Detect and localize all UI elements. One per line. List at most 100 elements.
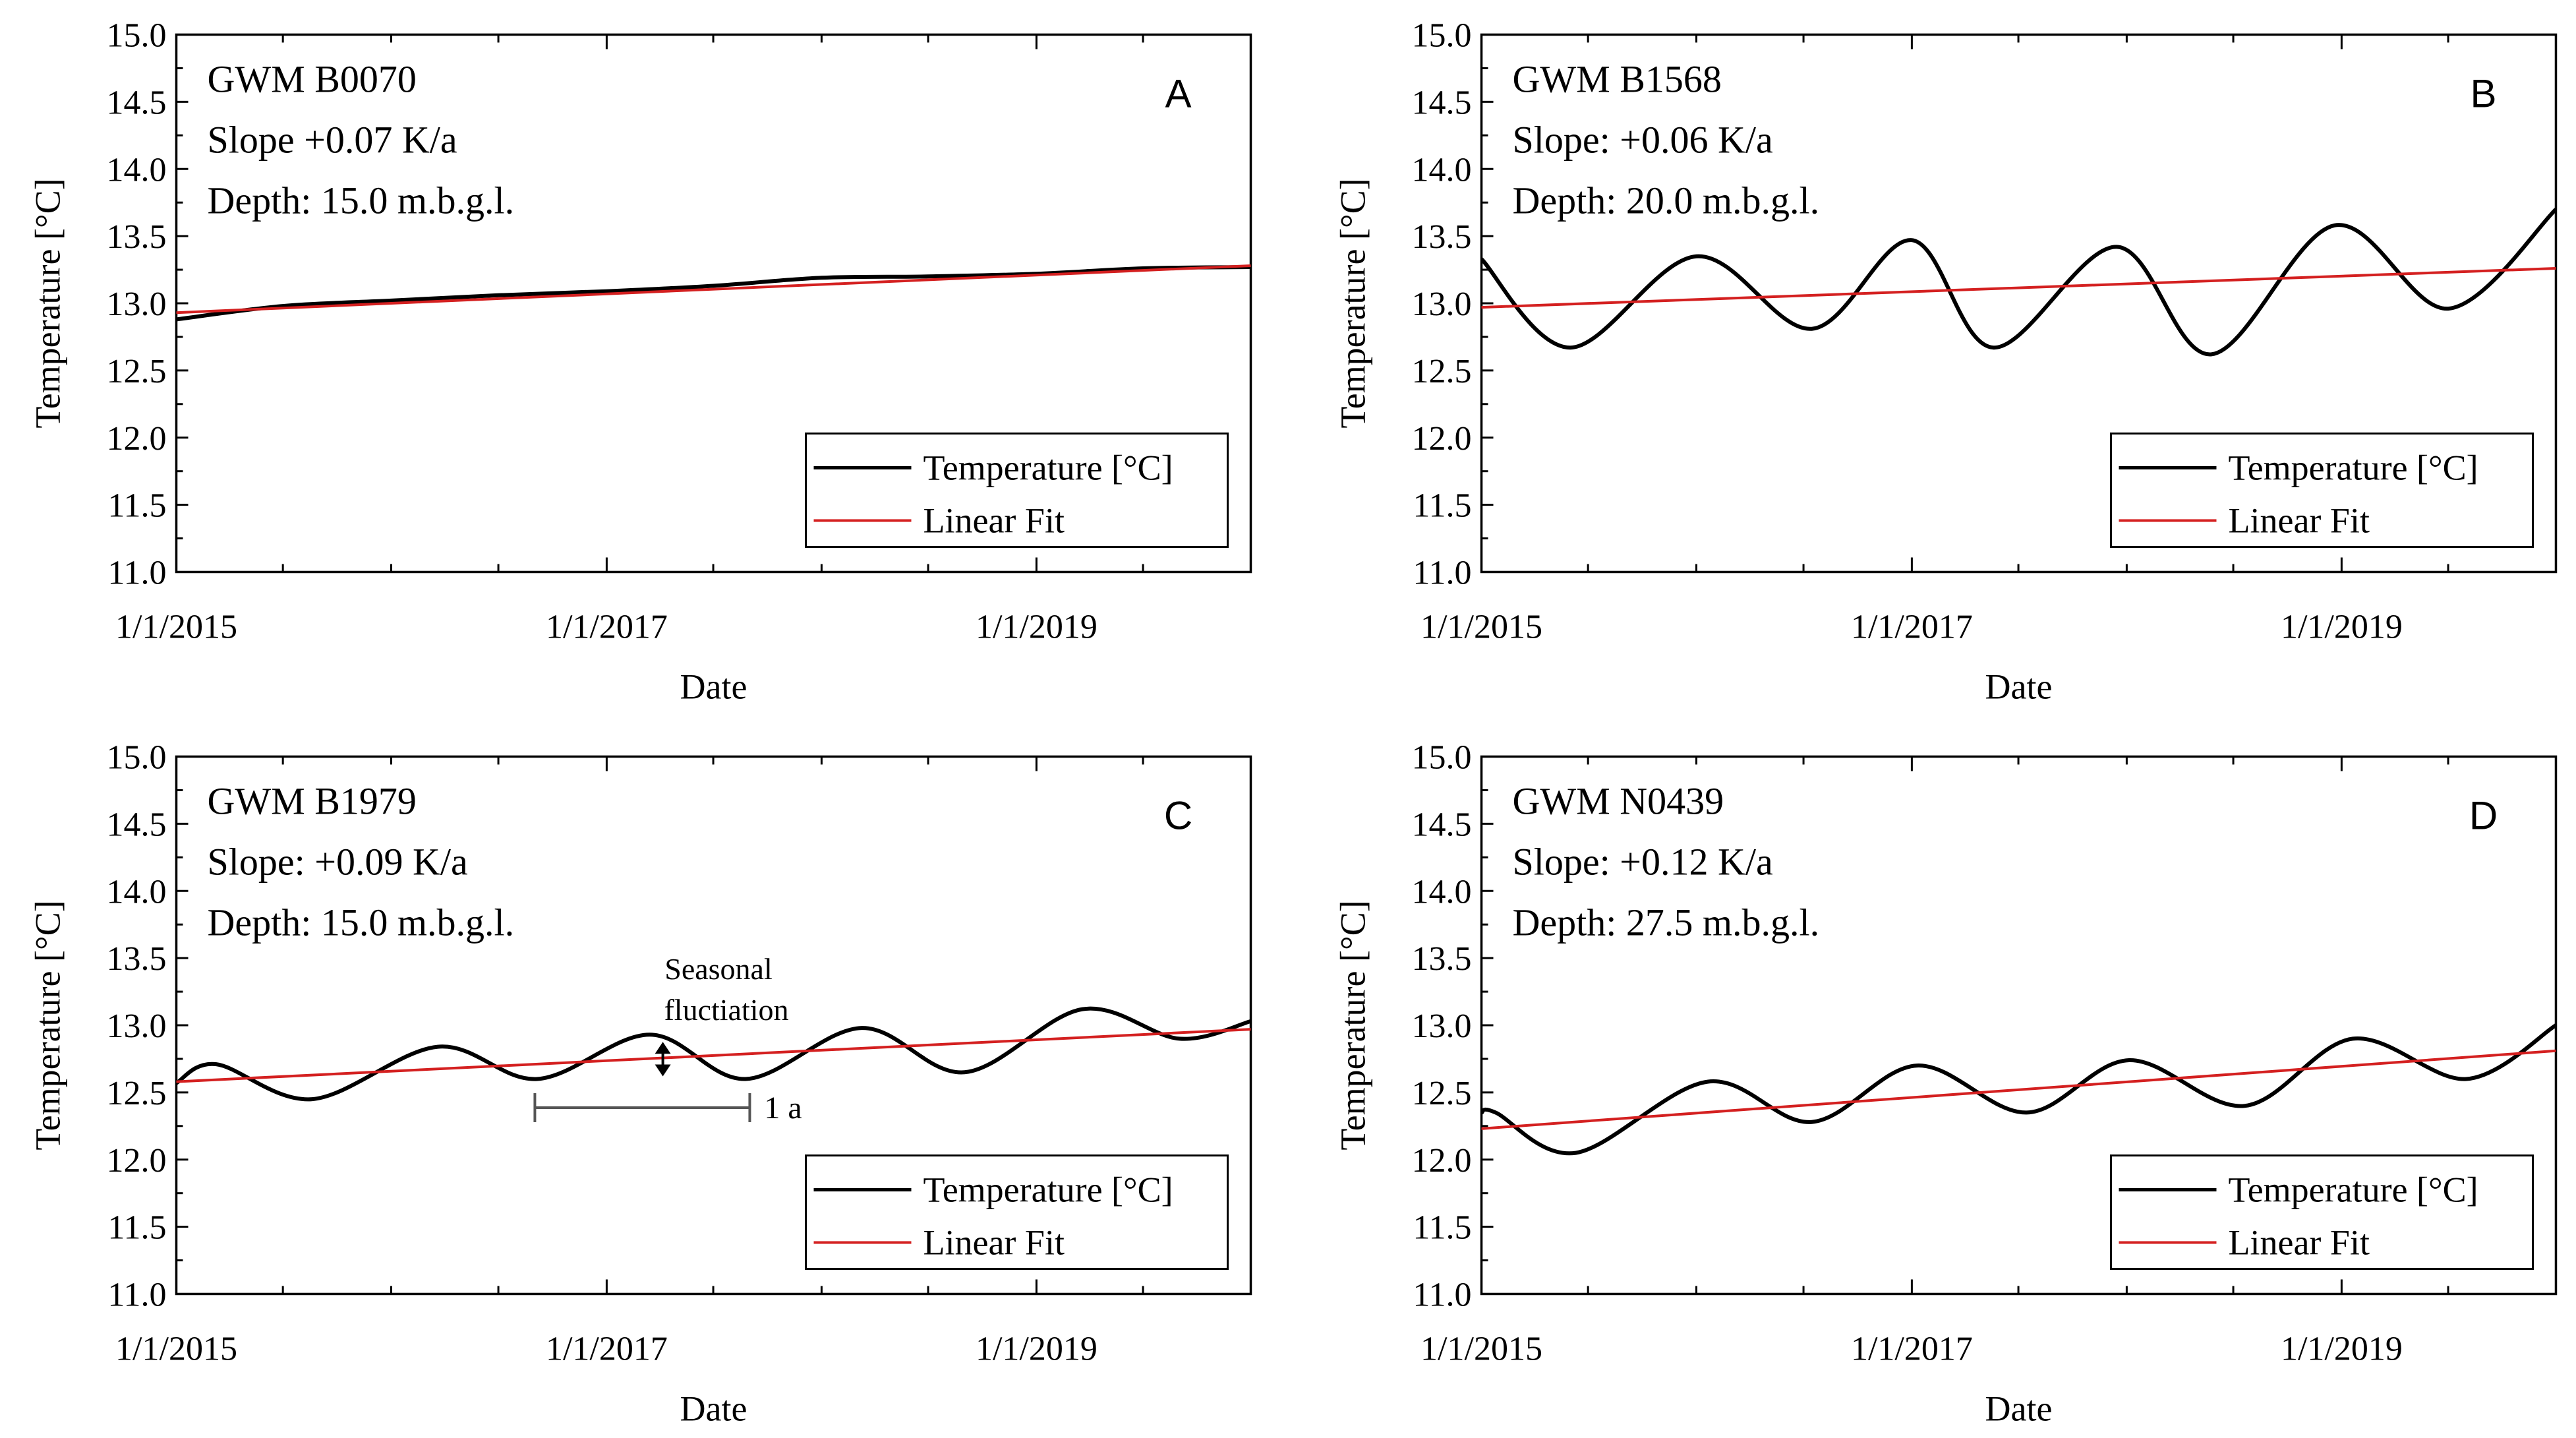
x-tick-label: 1/1/2019 bbox=[976, 1331, 1098, 1368]
y-axis-label: Temperature [°C] bbox=[28, 178, 68, 428]
y-tick-label: 13.5 bbox=[107, 218, 167, 256]
x-tick-label: 1/1/2017 bbox=[1851, 1331, 1973, 1368]
y-tick-label: 11.0 bbox=[107, 1276, 166, 1314]
legend: Temperature [°C] Linear Fit bbox=[805, 1154, 1229, 1270]
x-axis-label: Date bbox=[680, 1389, 747, 1429]
panel-letter: C bbox=[1164, 794, 1192, 838]
panel-letter: B bbox=[2470, 72, 2496, 116]
y-tick-label: 11.5 bbox=[1413, 1209, 1471, 1247]
y-tick-label: 14.5 bbox=[1412, 806, 1472, 843]
y-tick-label: 15.0 bbox=[1412, 17, 1472, 55]
legend-label: Temperature [°C] bbox=[2229, 1170, 2478, 1210]
legend-label: Linear Fit bbox=[923, 1223, 1065, 1263]
x-tick-label: 1/1/2015 bbox=[1420, 1331, 1542, 1368]
y-tick-label: 14.5 bbox=[1412, 84, 1472, 121]
y-tick-label: 14.0 bbox=[1412, 151, 1472, 189]
station-label: GWM N0439 bbox=[1513, 780, 1724, 823]
y-tick-label: 14.5 bbox=[107, 806, 167, 843]
fluctuation-label: fluctiation bbox=[664, 993, 788, 1027]
seasonal-label: Seasonal bbox=[664, 952, 773, 986]
y-tick-label: 13.5 bbox=[1412, 940, 1472, 978]
panel-letter: D bbox=[2469, 794, 2498, 838]
legend-box bbox=[2110, 1154, 2534, 1270]
plot-area bbox=[1481, 1023, 2556, 1156]
chart-panel-c: 11.0 11.5 12.0 12.5 13.0 13.5 14.0 14.5 15.0 1/1/… bbox=[28, 739, 1252, 1429]
x-tick-label: 1/1/2015 bbox=[115, 609, 237, 646]
y-axis-label: Temperature [°C] bbox=[1333, 900, 1373, 1150]
y-tick-label: 12.5 bbox=[107, 1075, 167, 1112]
y-tick-label: 13.0 bbox=[1412, 285, 1472, 323]
y-axis-label: Temperature [°C] bbox=[28, 900, 68, 1150]
y-tick-label: 11.0 bbox=[1413, 1276, 1471, 1314]
y-tick-label: 13.0 bbox=[1412, 1007, 1472, 1045]
plot-area bbox=[176, 1006, 1251, 1102]
legend-label: Linear Fit bbox=[2229, 1223, 2370, 1263]
slope-label: Slope: +0.12 K/a bbox=[1513, 841, 1773, 884]
x-axis-label: Date bbox=[680, 667, 747, 707]
y-tick-label: 11.5 bbox=[1413, 487, 1471, 525]
y-tick-label: 12.0 bbox=[107, 420, 167, 458]
x-tick-label: 1/1/2019 bbox=[2281, 609, 2403, 646]
x-axis-label: Date bbox=[1985, 1389, 2053, 1429]
x-axis-label: Date bbox=[1985, 667, 2053, 707]
x-tick-label: 1/1/2017 bbox=[1851, 609, 1973, 646]
y-tick-label: 12.0 bbox=[107, 1142, 167, 1180]
plot-area bbox=[176, 264, 1251, 322]
x-tick-label: 1/1/2015 bbox=[115, 1331, 237, 1368]
y-tick-label: 15.0 bbox=[1412, 739, 1472, 777]
depth-label: Depth: 27.5 m.b.g.l. bbox=[1513, 901, 1820, 944]
y-tick-label: 11.5 bbox=[107, 487, 166, 525]
temperature-series-line bbox=[176, 265, 1251, 322]
legend-box bbox=[805, 433, 1229, 548]
y-tick-label: 11.0 bbox=[1413, 554, 1471, 592]
y-tick-label: 13.0 bbox=[107, 285, 167, 323]
temperature-series-line bbox=[1481, 1023, 2556, 1156]
y-tick-label: 13.5 bbox=[1412, 218, 1472, 256]
x-tick-label: 1/1/2017 bbox=[546, 1331, 668, 1368]
x-tick-label: 1/1/2019 bbox=[976, 609, 1098, 646]
y-tick-label: 14.0 bbox=[107, 873, 167, 911]
depth-label: Depth: 15.0 m.b.g.l. bbox=[208, 901, 515, 944]
y-tick-label: 15.0 bbox=[107, 739, 167, 777]
y-tick-label: 14.0 bbox=[107, 151, 167, 189]
legend-label: Linear Fit bbox=[2229, 501, 2370, 541]
y-tick-label: 11.5 bbox=[107, 1209, 166, 1247]
chart-panel-b: 11.0 11.5 12.0 12.5 13.0 13.5 14.0 14.5 15.0 1/1/… bbox=[1333, 17, 2558, 707]
linear-fit-line bbox=[176, 264, 1251, 315]
station-label: GWM B0070 bbox=[208, 58, 417, 101]
y-axis-label: Temperature [°C] bbox=[1333, 178, 1373, 428]
linear-fit-line bbox=[1481, 1049, 2556, 1130]
legend: Temperature [°C] Linear Fit bbox=[2110, 433, 2534, 548]
chart-panel-a: 11.0 11.5 12.0 12.5 13.0 13.5 14.0 14.5 15.0 1/1/… bbox=[28, 17, 1252, 707]
slope-label: Slope +0.07 K/a bbox=[208, 119, 457, 162]
station-label: GWM B1568 bbox=[1513, 58, 1722, 101]
legend: Temperature [°C] Linear Fit bbox=[2110, 1154, 2534, 1270]
temperature-series-line bbox=[1481, 208, 2556, 357]
amplitude-arrow-head-down bbox=[655, 1064, 671, 1077]
y-tick-label: 13.5 bbox=[107, 940, 167, 978]
x-tick-label: 1/1/2017 bbox=[546, 609, 668, 646]
linear-fit-line bbox=[176, 1028, 1251, 1083]
legend-label: Temperature [°C] bbox=[2229, 448, 2478, 488]
depth-label: Depth: 20.0 m.b.g.l. bbox=[1513, 179, 1820, 222]
chart-panel-d: 11.0 11.5 12.0 12.5 13.0 13.5 14.0 14.5 15.0 1/1/… bbox=[1333, 739, 2558, 1429]
linear-fit-line bbox=[1481, 267, 2556, 309]
y-tick-label: 11.0 bbox=[107, 554, 166, 592]
station-label: GWM B1979 bbox=[208, 780, 417, 823]
plot-area bbox=[1481, 208, 2556, 357]
legend: Temperature [°C] Linear Fit bbox=[805, 433, 1229, 548]
y-tick-label: 14.5 bbox=[107, 84, 167, 121]
x-tick-label: 1/1/2015 bbox=[1420, 609, 1542, 646]
y-tick-label: 12.5 bbox=[1412, 1075, 1472, 1112]
y-tick-label: 15.0 bbox=[107, 17, 167, 55]
y-tick-label: 14.0 bbox=[1412, 873, 1472, 911]
slope-label: Slope: +0.06 K/a bbox=[1513, 119, 1773, 162]
legend-box bbox=[805, 1154, 1229, 1270]
legend-box bbox=[2110, 433, 2534, 548]
y-tick-label: 12.5 bbox=[107, 353, 167, 390]
y-tick-label: 12.0 bbox=[1412, 420, 1472, 458]
legend-label: Temperature [°C] bbox=[923, 1170, 1173, 1210]
panel-letter: A bbox=[1165, 72, 1191, 116]
depth-label: Depth: 15.0 m.b.g.l. bbox=[208, 179, 515, 222]
